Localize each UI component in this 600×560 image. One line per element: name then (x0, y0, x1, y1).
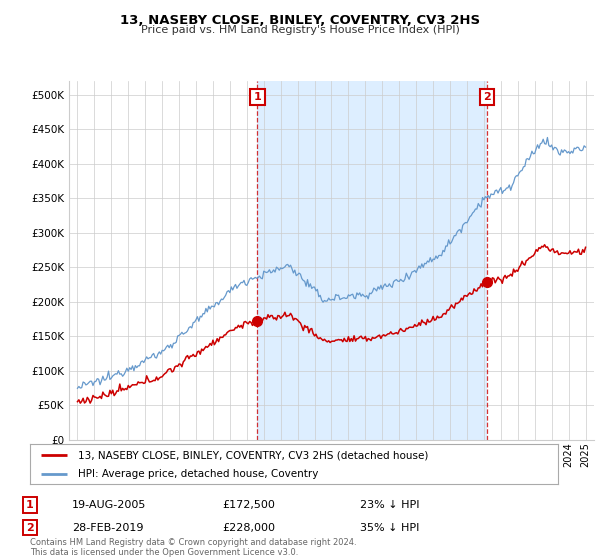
Text: 28-FEB-2019: 28-FEB-2019 (72, 522, 143, 533)
Text: 13, NASEBY CLOSE, BINLEY, COVENTRY, CV3 2HS (detached house): 13, NASEBY CLOSE, BINLEY, COVENTRY, CV3 … (77, 450, 428, 460)
Text: 19-AUG-2005: 19-AUG-2005 (72, 500, 146, 510)
Bar (257, 81, 487, 440)
Text: 1: 1 (254, 92, 262, 102)
Text: Contains HM Land Registry data © Crown copyright and database right 2024.
This d: Contains HM Land Registry data © Crown c… (30, 538, 356, 557)
Text: 2: 2 (483, 92, 491, 102)
Text: Price paid vs. HM Land Registry's House Price Index (HPI): Price paid vs. HM Land Registry's House … (140, 25, 460, 35)
Text: £172,500: £172,500 (222, 500, 275, 510)
Text: 2: 2 (26, 522, 34, 533)
Text: 1: 1 (26, 500, 34, 510)
Text: HPI: Average price, detached house, Coventry: HPI: Average price, detached house, Cove… (77, 469, 318, 479)
Text: 13, NASEBY CLOSE, BINLEY, COVENTRY, CV3 2HS: 13, NASEBY CLOSE, BINLEY, COVENTRY, CV3 … (120, 14, 480, 27)
Text: 35% ↓ HPI: 35% ↓ HPI (360, 522, 419, 533)
Text: £228,000: £228,000 (222, 522, 275, 533)
Text: 23% ↓ HPI: 23% ↓ HPI (360, 500, 419, 510)
